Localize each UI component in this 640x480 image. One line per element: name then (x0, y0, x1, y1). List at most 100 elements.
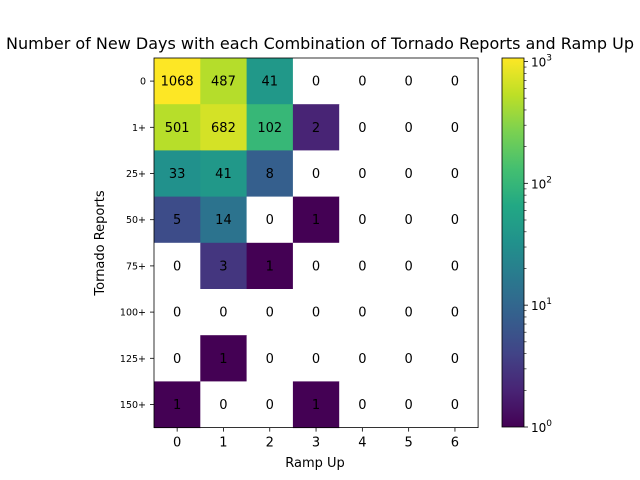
cell-value-label: 0 (405, 167, 413, 182)
cell-value-label: 0 (358, 121, 366, 136)
y-tick-label: 1+ (132, 123, 146, 134)
heatmap-cell (292, 196, 340, 244)
heatmap-cell (154, 104, 201, 151)
cell-value-label: 8 (266, 167, 274, 182)
colorbar-tick-label: 100 (531, 419, 552, 435)
y-tick-label: 125+ (120, 354, 146, 365)
heatmap-cell (385, 289, 433, 336)
cell-value-label: 1 (312, 213, 320, 228)
cell-value-label: 0 (312, 306, 320, 321)
cell-value-label: 1 (219, 352, 227, 367)
heatmap-cell (431, 242, 479, 290)
cell-value-label: 0 (173, 306, 181, 321)
cell-value-label: 0 (266, 352, 274, 367)
heatmap-cell (154, 289, 201, 336)
x-tick-label: 5 (405, 436, 413, 451)
cell-value-label: 0 (405, 75, 413, 90)
heatmap-cell (431, 196, 479, 244)
heatmap-cell (385, 196, 433, 244)
heatmap-cells: 1068 487 41 0 0 0 0 501 682 102 2 0 0 0 33 41 8 0 0 0 0 5 14 0 1… (154, 58, 479, 429)
y-tick-label: 75+ (126, 261, 146, 272)
heatmap-cell (154, 242, 201, 290)
cell-value-label: 0 (405, 306, 413, 321)
cell-value-label: 682 (211, 121, 236, 136)
heatmap-cell (339, 289, 386, 336)
cell-value-label: 0 (405, 398, 413, 413)
heatmap-cell (292, 381, 340, 429)
heatmap-cell (292, 150, 340, 198)
cell-value-label: 1 (173, 398, 181, 413)
cell-value-label: 0 (451, 352, 459, 367)
cell-value-label: 0 (451, 75, 459, 90)
cell-value-label: 0 (358, 306, 366, 321)
cell-value-label: 1 (266, 259, 274, 274)
cell-value-label: 5 (173, 213, 181, 228)
heatmap-cell (431, 58, 479, 105)
cell-value-label: 41 (261, 75, 278, 90)
y-axis: 0 1+ 25+ 50+ 75+ 100+ 125+ 150+ (120, 77, 154, 411)
cell-value-label: 0 (358, 398, 366, 413)
heatmap-cell (292, 289, 340, 336)
cell-value-label: 0 (358, 213, 366, 228)
heatmap-cell (246, 58, 294, 105)
x-tick-label: 1 (219, 436, 227, 451)
heatmap-cell (385, 242, 433, 290)
cell-value-label: 0 (173, 259, 181, 274)
cell-value-label: 102 (257, 121, 282, 136)
colorbar-tick-label: 101 (531, 297, 552, 313)
heatmap-cell (385, 104, 433, 151)
heatmap-cell (339, 335, 386, 382)
heatmap-cell (154, 58, 201, 105)
cell-value-label: 0 (266, 398, 274, 413)
heatmap-cell (339, 196, 386, 244)
cell-value-label: 14 (215, 213, 232, 228)
heatmap-cell (385, 335, 433, 382)
heatmap-cell (339, 242, 386, 290)
cell-value-label: 0 (173, 352, 181, 367)
x-tick-label: 4 (358, 436, 366, 451)
cell-value-label: 1 (312, 398, 320, 413)
heatmap-cell (200, 381, 248, 429)
cell-value-label: 501 (165, 121, 190, 136)
x-tick-label: 0 (173, 436, 181, 451)
heatmap-cell (200, 289, 248, 336)
cell-value-label: 0 (451, 167, 459, 182)
heatmap-cell (246, 196, 294, 244)
cell-value-label: 0 (219, 306, 227, 321)
x-axis: 0 1 2 3 4 5 6 (173, 427, 459, 451)
cell-value-label: 0 (405, 213, 413, 228)
heatmap-cell (246, 150, 294, 198)
cell-value-label: 0 (358, 259, 366, 274)
heatmap-cell (154, 335, 201, 382)
heatmap-cell (246, 289, 294, 336)
heatmap-cell (292, 335, 340, 382)
heatmap-cell (292, 242, 340, 290)
heatmap-cell (200, 242, 248, 290)
cell-value-label: 0 (451, 121, 459, 136)
colorbar: 100 101 102 103 (501, 53, 552, 435)
heatmap-cell (339, 58, 386, 105)
y-tick-label: 25+ (126, 169, 146, 180)
heatmap-cell (154, 150, 201, 198)
cell-value-label: 41 (215, 167, 232, 182)
x-axis-label: Ramp Up (285, 456, 345, 471)
colorbar-gradient (501, 57, 525, 428)
cell-value-label: 33 (169, 167, 186, 182)
heatmap-cell (154, 196, 201, 244)
heatmap-cell (431, 289, 479, 336)
cell-value-label: 0 (358, 75, 366, 90)
heatmap-cell (246, 242, 294, 290)
heatmap-cell (431, 335, 479, 382)
y-tick-label: 0 (140, 77, 146, 88)
x-tick-label: 2 (266, 436, 274, 451)
y-tick-label: 150+ (120, 400, 146, 411)
heatmap-cell (339, 150, 386, 198)
heatmap-cell (200, 335, 248, 382)
cell-value-label: 0 (451, 259, 459, 274)
cell-value-label: 0 (451, 398, 459, 413)
cell-value-label: 0 (266, 213, 274, 228)
heatmap-cell (292, 58, 340, 105)
cell-value-label: 2 (312, 121, 320, 136)
heatmap-cell (385, 381, 433, 429)
